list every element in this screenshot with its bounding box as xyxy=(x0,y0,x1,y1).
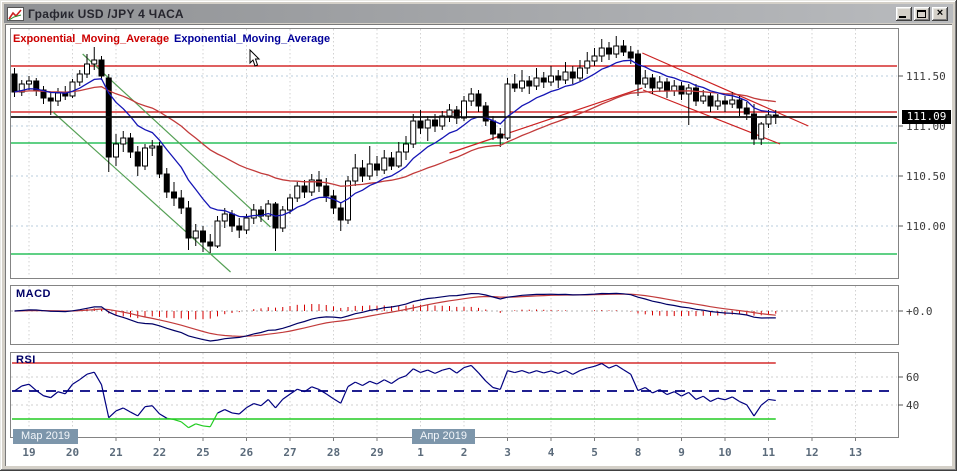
maximize-icon xyxy=(917,9,926,18)
maximize-button[interactable] xyxy=(914,6,930,21)
close-button[interactable]: × xyxy=(932,6,948,21)
window-controls: × xyxy=(896,6,950,21)
close-icon: × xyxy=(936,6,944,19)
month-badge-mar: Мар 2019 xyxy=(13,429,79,444)
rsi-label: RSI xyxy=(16,354,36,366)
macd-label: MACD xyxy=(16,288,51,300)
title-bar[interactable]: График USD /JPY 4 ЧАСА × xyxy=(4,4,953,23)
window-title: График USD /JPY 4 ЧАСА xyxy=(28,6,184,21)
minimize-button[interactable] xyxy=(896,6,912,21)
ema-blue-legend: Exponential_Moving_Average xyxy=(174,33,331,45)
month-badge-apr: Апр 2019 xyxy=(412,429,475,444)
chart-icon xyxy=(7,6,24,21)
minimize-icon xyxy=(899,15,906,18)
current-price-tag: 111.09 xyxy=(902,110,951,124)
chart-client-area xyxy=(5,24,952,466)
ema-red-legend: Exponential_Moving_Average xyxy=(13,33,170,45)
